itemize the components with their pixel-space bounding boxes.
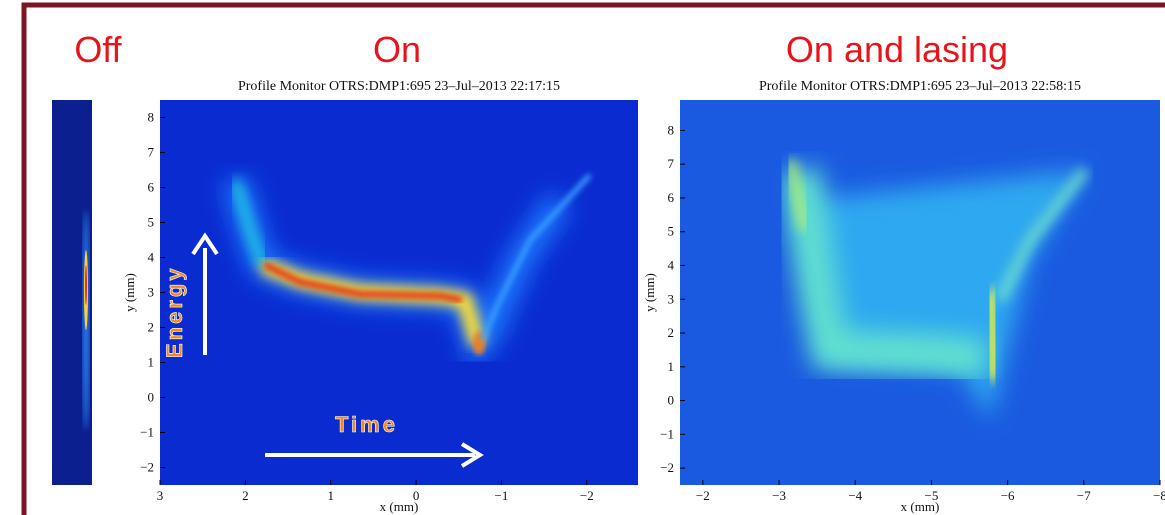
energy-arrow [191,232,219,355]
y-tick-label: 3 [148,285,155,300]
y-tick-label: 8 [668,122,675,137]
y-tick-label: 2 [668,325,675,340]
x-tick-label: 1 [327,488,334,503]
y-tick-label: 4 [148,250,155,265]
lasing-image [680,100,1160,485]
y-tick-label: −2 [660,460,674,475]
x-tick-label: −8 [1153,488,1165,503]
y-tick-label: 2 [148,320,155,335]
off-label: Off [74,29,122,70]
x-tick-label: −2 [696,488,710,503]
on-image [160,100,638,485]
x-tick-label: −2 [580,488,594,503]
y-axis-label: y (mm) [642,273,657,312]
y-tick-label: 1 [148,355,155,370]
y-tick-label: 5 [668,224,675,239]
y-tick-label: −1 [660,426,674,441]
y-tick-label: 4 [668,257,675,272]
plot-title: Profile Monitor OTRS:DMP1:695 23–Jul–201… [759,79,1081,94]
y-tick-label: 6 [148,180,155,195]
time-label: Time [335,412,398,437]
x-axis-label: x (mm) [901,499,940,514]
x-tick-label: 2 [242,488,249,503]
x-tick-label: −5 [925,488,939,503]
y-tick-label: 8 [148,110,155,125]
lasing-label: On and lasing [786,29,1008,70]
frame [21,2,1165,515]
y-axis-label: y (mm) [122,273,137,312]
x-tick-label: −4 [848,488,862,503]
y-tick-label: 0 [148,390,155,405]
y-tick-label: −2 [140,460,154,475]
energy-label: Energy [162,265,187,358]
plot-title: Profile Monitor OTRS:DMP1:695 23–Jul–201… [238,79,560,94]
y-tick-label: 7 [668,156,675,171]
y-tick-label: −1 [140,425,154,440]
y-tick-label: 3 [668,291,675,306]
time-arrow [265,442,484,468]
x-tick-label: −7 [1077,488,1091,503]
y-tick-label: 6 [668,190,675,205]
x-tick-label: −1 [495,488,509,503]
x-tick-label: 0 [413,488,420,503]
y-tick-label: 5 [148,215,155,230]
y-tick-label: 0 [668,393,675,408]
x-tick-label: −6 [1001,488,1015,503]
y-tick-label: 1 [668,359,675,374]
x-axis-label: x (mm) [380,499,419,514]
x-tick-label: −3 [772,488,786,503]
y-tick-label: 7 [148,145,155,160]
off-beam [83,210,89,430]
on-label: On [373,29,421,70]
x-tick-label: 3 [157,488,164,503]
